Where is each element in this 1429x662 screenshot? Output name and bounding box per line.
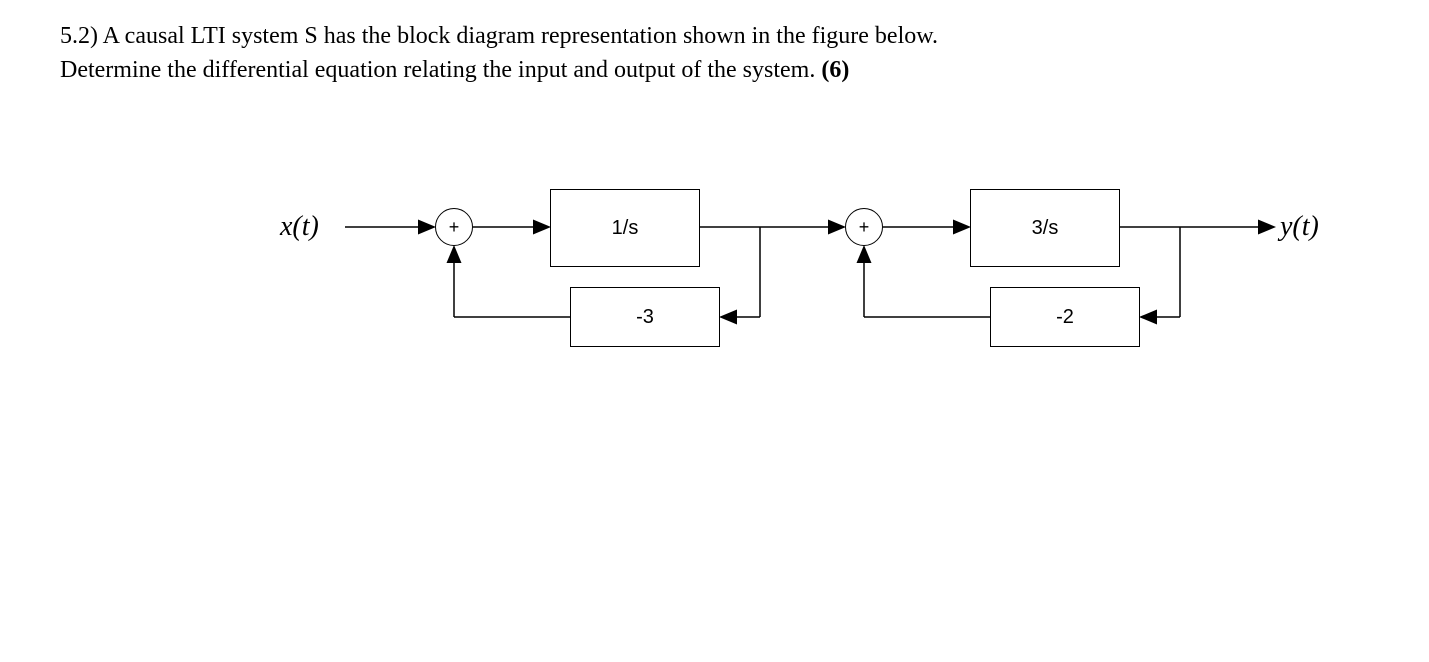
forward-block-1: 1/s [550,189,700,267]
sum-node-1: + [435,208,473,246]
input-signal-label: x(t) [280,211,319,243]
output-signal-label: y(t) [1280,211,1319,243]
feedback-block-1: -3 [570,287,720,347]
feedback-block-2: -2 [990,287,1140,347]
problem-points: (6) [821,57,849,83]
block-diagram: x(t) + 1/s -3 + 3/s -2 y(t) [270,167,1429,447]
problem-line1: 5.2) A causal LTI system S has the block… [60,23,938,49]
problem-statement: 5.2) A causal LTI system S has the block… [60,20,1369,87]
sum-node-2: + [845,208,883,246]
forward-block-2: 3/s [970,189,1120,267]
problem-line2: Determine the differential equation rela… [60,57,815,83]
diagram-connections [270,167,1370,447]
